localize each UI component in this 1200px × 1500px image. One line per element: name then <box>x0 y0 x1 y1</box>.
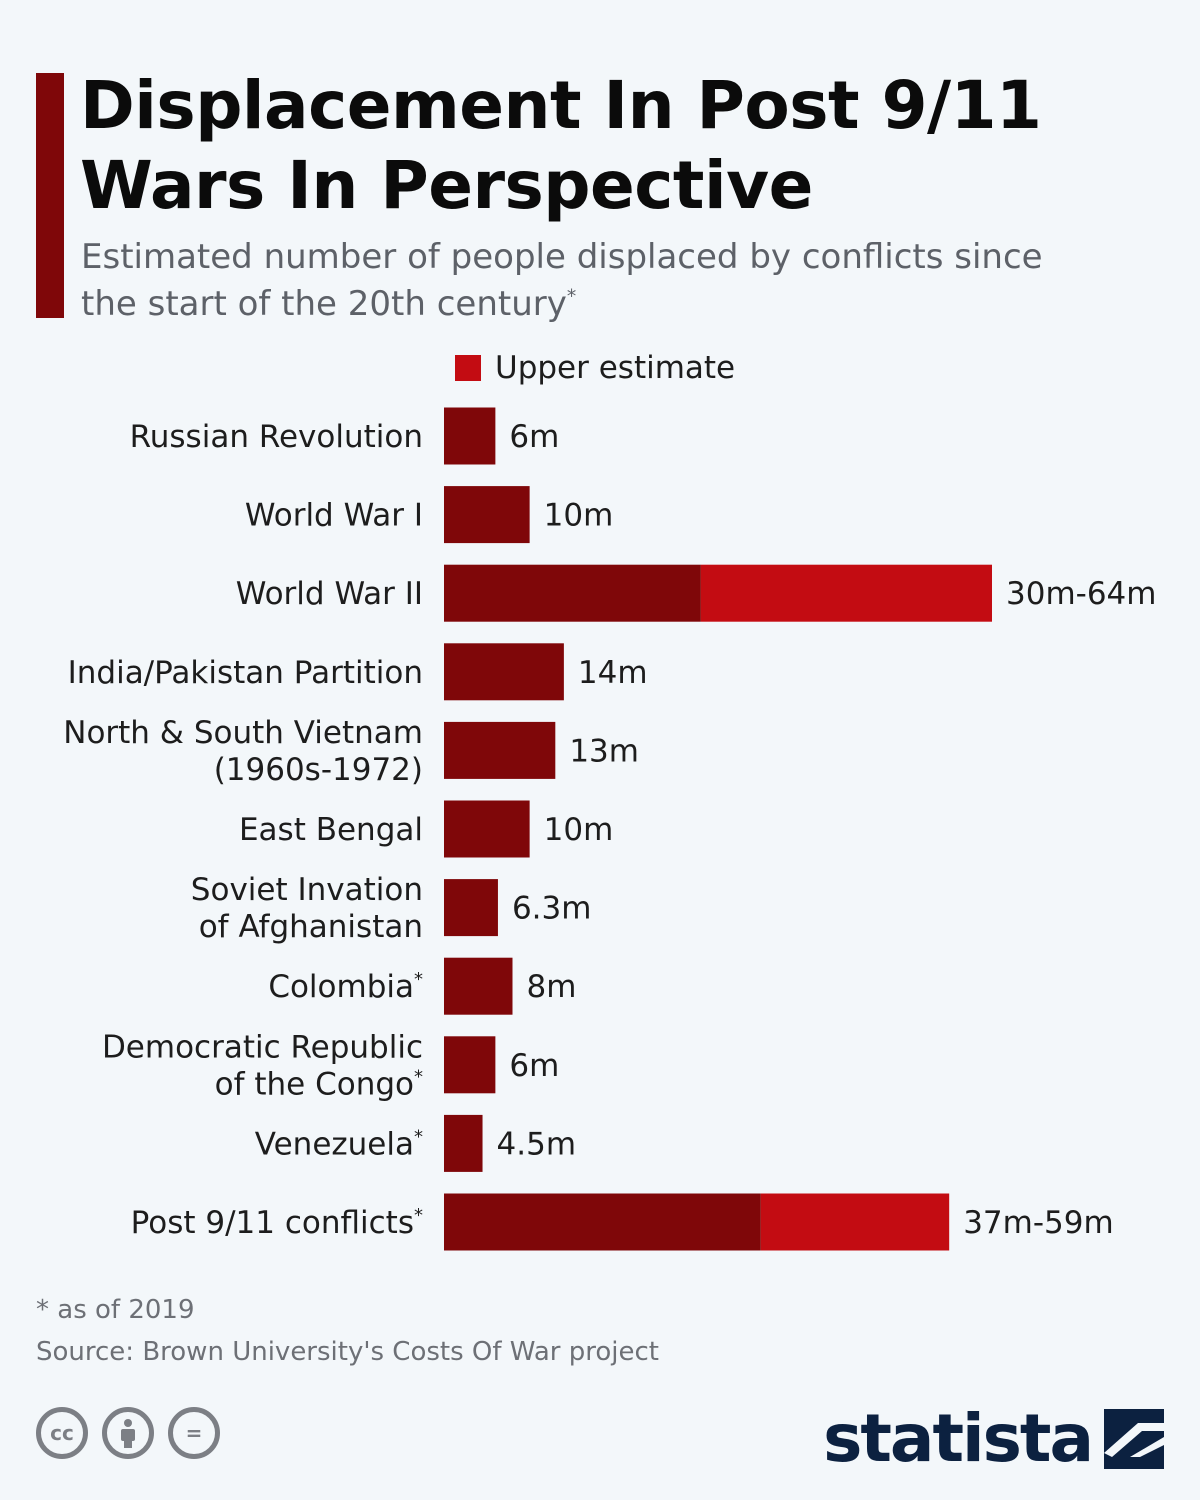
bar-base <box>444 957 513 1015</box>
attribution-icon[interactable] <box>102 1407 154 1459</box>
bar-base <box>444 879 498 937</box>
bar-upper-estimate <box>700 564 992 622</box>
footnote: * as of 2019 <box>36 1295 195 1325</box>
value-label: 4.5m <box>497 1126 577 1162</box>
statista-logo[interactable]: statista <box>823 1400 1164 1477</box>
value-label: 14m <box>578 655 648 691</box>
bar-base <box>444 1193 761 1251</box>
legend-swatch-upper-estimate <box>455 355 481 381</box>
no-derivatives-icon[interactable]: = <box>168 1407 220 1459</box>
accent-bar <box>36 73 64 318</box>
bar-group: 30m-64m World War II <box>236 564 1156 622</box>
category-label: Post 9/11 conflicts* <box>131 1205 423 1241</box>
bar-group: 4.5m Venezuela* <box>255 1114 577 1172</box>
bar-base <box>444 1036 496 1094</box>
value-label: 6m <box>509 1048 559 1084</box>
value-label: 8m <box>527 969 577 1005</box>
bar-base <box>444 721 556 779</box>
bar-chart: 6m Russian Revolution 10m World War I 30m-64… <box>63 407 1156 1251</box>
bar-group: 8m Colombia* <box>268 957 577 1015</box>
category-footnote-mark: * <box>414 1205 423 1226</box>
bar-base <box>444 800 530 858</box>
logo-text: statista <box>823 1400 1094 1477</box>
category-label: Democratic Republic <box>102 1029 423 1065</box>
value-label: 10m <box>544 498 614 534</box>
license-icons: cc = <box>36 1407 220 1459</box>
subtitle-footnote-mark: * <box>566 286 577 308</box>
category-label: Colombia* <box>268 969 423 1005</box>
category-label: Soviet Invation <box>191 872 423 908</box>
category-label: of Afghanistan <box>199 909 423 945</box>
bar-group: 37m-59m Post 9/11 conflicts* <box>131 1193 1114 1251</box>
value-label: 30m-64m <box>1006 576 1156 612</box>
value-label: 10m <box>544 812 614 848</box>
value-label: 6m <box>509 419 559 455</box>
bar-base <box>444 643 564 701</box>
category-label: Venezuela* <box>255 1126 423 1162</box>
category-footnote-mark: * <box>414 1126 423 1147</box>
bar-group: 13m North & South Vietnam(1960s-1972) <box>63 715 639 788</box>
category-footnote-mark: * <box>414 969 423 990</box>
category-label: World War I <box>245 498 423 534</box>
value-label: 6.3m <box>512 891 591 927</box>
value-label: 37m-59m <box>963 1205 1113 1241</box>
bar-group: 10m World War I <box>245 486 614 544</box>
category-label: of the Congo* <box>215 1066 423 1102</box>
creative-commons-icon[interactable]: cc <box>36 1407 88 1459</box>
legend: Upper estimate <box>455 350 735 386</box>
bar-upper-estimate <box>760 1193 950 1251</box>
category-label: North & South Vietnam <box>63 715 423 751</box>
bar-group: 10m East Bengal <box>239 800 614 858</box>
source-note: Source: Brown University's Costs Of War … <box>36 1337 659 1367</box>
bar-base <box>444 564 701 622</box>
bar-group: 6m Russian Revolution <box>130 407 559 465</box>
category-label: India/Pakistan Partition <box>68 655 423 691</box>
category-footnote-mark: * <box>414 1066 423 1087</box>
bar-base <box>444 486 530 544</box>
chart-subtitle: Estimated number of people displaced by … <box>81 234 1081 328</box>
statista-mark-icon <box>1104 1408 1164 1469</box>
category-label: World War II <box>236 576 423 612</box>
bar-base <box>444 1114 483 1172</box>
bar-group: 14m India/Pakistan Partition <box>68 643 648 701</box>
chart-title: Displacement In Post 9/11 Wars In Perspe… <box>80 67 1042 224</box>
legend-label-upper-estimate: Upper estimate <box>495 350 736 386</box>
category-label: (1960s-1972) <box>214 752 423 788</box>
subtitle-text: Estimated number of people displaced by … <box>81 237 1043 324</box>
bar-base <box>444 407 496 465</box>
value-label: 13m <box>569 733 639 769</box>
category-label: East Bengal <box>239 812 423 848</box>
category-label: Russian Revolution <box>130 419 423 455</box>
